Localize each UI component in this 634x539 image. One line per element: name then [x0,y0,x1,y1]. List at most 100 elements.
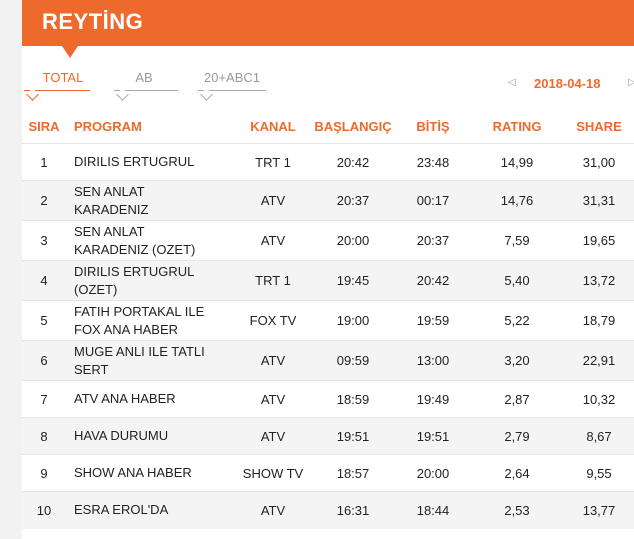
rating-cell: 14,76 [470,180,564,221]
table-row: 10 ESRA EROL'DA ATV 16:31 18:44 2,53 13,77 [22,491,634,529]
table-row: 3 SEN ANLAT KARADENIZ (OZET) ATV 20:00 20:37… [22,220,634,261]
start-time-cell: 18:59 [310,380,396,418]
tab-label: 20+ABC1 [203,70,260,85]
column-header-program[interactable]: PROGRAM [66,110,236,144]
program-name: DIRILIS ERTUGRUL (OZET) [74,263,195,297]
rank-cell: 2 [22,180,66,221]
share-cell: 9,55 [564,454,634,492]
end-time-cell: 00:17 [396,180,470,221]
program-name: SEN ANLAT KARADENIZ (OZET) [74,223,196,257]
rating-cell: 5,22 [470,300,564,341]
selected-date: 2018-04-18 [534,76,601,91]
header-title: REYTİNG [42,9,144,34]
end-time-cell: 19:51 [396,417,470,455]
tab-label: AB [135,70,153,85]
share-cell: 19,65 [564,220,634,261]
end-time-cell: 19:59 [396,300,470,341]
share-cell: 18,79 [564,300,634,341]
channel-cell: ATV [236,340,310,381]
tab-ab[interactable]: AB [114,70,178,101]
table-header-row: SIRA PROGRAM KANAL BAŞLANGIÇ BİTİŞ RATIN… [22,110,634,144]
column-header-sira[interactable]: SIRA [22,110,66,144]
rating-cell: 2,53 [470,491,564,529]
tab-total[interactable]: TOTAL [24,70,90,101]
tab-underline [198,90,266,91]
start-time-cell: 19:00 [310,300,396,341]
tab-underline [24,90,90,91]
end-time-cell: 13:00 [396,340,470,381]
tab-label: TOTAL [42,70,84,85]
rank-cell: 3 [22,220,66,261]
table-row: 7 ATV ANA HABER ATV 18:59 19:49 2,87 10,32 [22,380,634,418]
table-row: 8 HAVA DURUMU ATV 19:51 19:51 2,79 8,67 [22,417,634,455]
program-name: MUGE ANLI ILE TATLI SERT [74,343,205,377]
program-cell: SHOW ANA HABER [66,454,236,492]
column-header-share[interactable]: SHARE [564,110,634,144]
channel-cell: ATV [236,417,310,455]
reyting-header: REYTİNG [22,0,634,58]
channel-cell: ATV [236,380,310,418]
rank-cell: 9 [22,454,66,492]
rating-cell: 5,40 [470,260,564,301]
rank-cell: 10 [22,491,66,529]
end-time-cell: 20:37 [396,220,470,261]
ratings-table: SIRA PROGRAM KANAL BAŞLANGIÇ BİTİŞ RATIN… [22,110,634,529]
channel-cell: ATV [236,491,310,529]
start-time-cell: 19:51 [310,417,396,455]
channel-cell: ATV [236,220,310,261]
program-cell: MUGE ANLI ILE TATLI SERT [66,340,236,381]
table-row: 5 FATIH PORTAKAL ILE FOX ANA HABER FOX TV 1… [22,300,634,341]
end-time-cell: 19:49 [396,380,470,418]
program-name: FATIH PORTAKAL ILE FOX ANA HABER [74,303,205,337]
channel-cell: FOX TV [236,300,310,341]
start-time-cell: 09:59 [310,340,396,381]
start-time-cell: 20:42 [310,143,396,181]
program-cell: SEN ANLAT KARADENIZ (OZET) [66,220,236,261]
table-row: 9 SHOW ANA HABER SHOW TV 18:57 20:00 2,64 9,55 [22,454,634,492]
channel-cell: SHOW TV [236,454,310,492]
page-left-margin [0,0,22,539]
channel-cell: TRT 1 [236,260,310,301]
end-time-cell: 20:00 [396,454,470,492]
tab-underline [114,90,178,91]
program-name: DIRILIS ERTUGRUL [74,154,195,169]
start-time-cell: 20:37 [310,180,396,221]
chevron-left-icon[interactable]: ◁ [508,77,516,88]
share-cell: 31,00 [564,143,634,181]
share-cell: 13,77 [564,491,634,529]
rank-cell: 7 [22,380,66,418]
start-time-cell: 18:57 [310,454,396,492]
column-header-bitis[interactable]: BİTİŞ [396,110,470,144]
rank-cell: 1 [22,143,66,181]
rating-cell: 3,20 [470,340,564,381]
table-row: 1 DIRILIS ERTUGRUL TRT 1 20:42 23:48 14,99 31,… [22,143,634,181]
program-cell: FATIH PORTAKAL ILE FOX ANA HABER [66,300,236,341]
rank-cell: 4 [22,260,66,301]
share-cell: 10,32 [564,380,634,418]
program-cell: SEN ANLAT KARADENIZ [66,180,236,221]
start-time-cell: 19:45 [310,260,396,301]
rank-cell: 6 [22,340,66,381]
column-header-baslangic[interactable]: BAŞLANGIÇ [310,110,396,144]
share-cell: 22,91 [564,340,634,381]
program-cell: DIRILIS ERTUGRUL [66,143,236,181]
program-cell: HAVA DURUMU [66,417,236,455]
program-name: SEN ANLAT KARADENIZ [74,183,149,217]
share-cell: 13,72 [564,260,634,301]
audience-tabs: TOTAL AB 20+ABC1 [22,64,634,104]
channel-cell: TRT 1 [236,143,310,181]
column-header-kanal[interactable]: KANAL [236,110,310,144]
program-cell: ATV ANA HABER [66,380,236,418]
start-time-cell: 20:00 [310,220,396,261]
rating-cell: 2,64 [470,454,564,492]
program-name: SHOW ANA HABER [74,465,192,480]
end-time-cell: 20:42 [396,260,470,301]
column-header-rating[interactable]: RATING [470,110,564,144]
chevron-right-icon[interactable]: ▷ [628,77,634,88]
tab-20-abc1[interactable]: 20+ABC1 [198,70,266,101]
program-cell: DIRILIS ERTUGRUL (OZET) [66,260,236,301]
program-name: ATV ANA HABER [74,391,176,406]
share-cell: 31,31 [564,180,634,221]
table-row: 2 SEN ANLAT KARADENIZ ATV 20:37 00:17 14,76 31… [22,180,634,221]
end-time-cell: 18:44 [396,491,470,529]
